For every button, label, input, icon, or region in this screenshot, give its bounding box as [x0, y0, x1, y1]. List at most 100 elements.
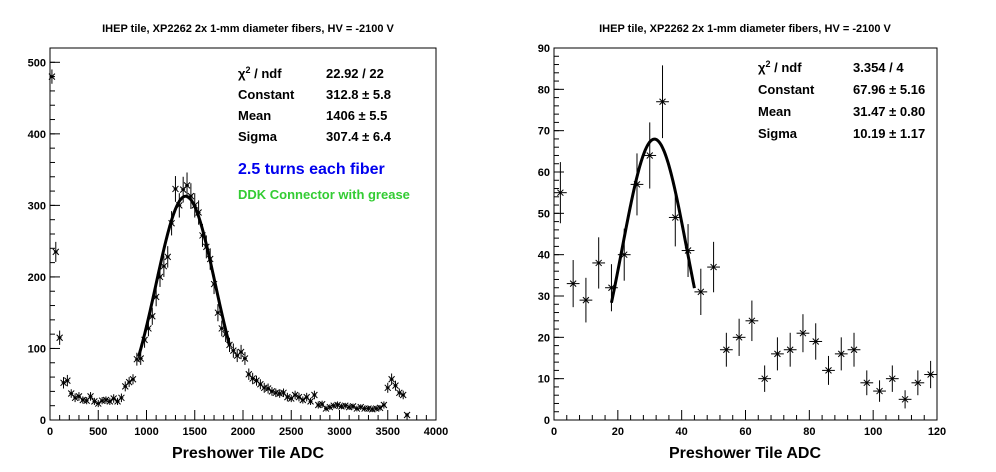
- x-tick-label: 3000: [327, 426, 351, 438]
- marker-stroke: [118, 394, 125, 402]
- stat-value: 22.92 / 22: [326, 66, 384, 81]
- marker-stroke: [380, 401, 388, 409]
- marker-stroke: [799, 329, 807, 337]
- data-point: [399, 390, 407, 400]
- marker-stroke: [249, 375, 257, 382]
- marker-stroke: [71, 394, 79, 402]
- marker-stroke: [241, 355, 249, 362]
- data-point: [707, 241, 720, 293]
- marker-stroke: [786, 346, 794, 354]
- marker-stroke: [268, 388, 276, 395]
- data-point: [924, 360, 937, 389]
- data-point: [118, 393, 125, 403]
- y-tick-label: 300: [28, 200, 46, 212]
- x-tick-label: 60: [739, 426, 751, 438]
- marker-stroke: [237, 348, 245, 356]
- x-tick-label: 1500: [183, 426, 207, 438]
- x-tick-label: 100: [864, 426, 882, 438]
- marker-stroke: [620, 251, 628, 259]
- plot-frame: [49, 47, 437, 421]
- marker-stroke: [403, 411, 411, 419]
- data-point: [732, 318, 746, 356]
- marker-stroke: [774, 350, 781, 358]
- data-point: [307, 397, 314, 405]
- marker-stroke: [106, 398, 114, 405]
- data-point: [272, 388, 280, 398]
- y-tick-label: 0: [544, 415, 550, 427]
- marker-stroke: [129, 375, 137, 383]
- data-point: [885, 365, 899, 392]
- data-point: [630, 153, 644, 216]
- marker-stroke: [110, 395, 118, 402]
- marker-stroke: [582, 296, 590, 304]
- marker-stroke: [229, 347, 237, 354]
- x-tick-label: 0: [47, 426, 53, 438]
- marker-stroke: [901, 395, 909, 403]
- data-point: [847, 332, 861, 367]
- marker-stroke: [183, 182, 191, 189]
- data-point: [834, 337, 848, 371]
- stat-value: 10.19 ± 1.17: [853, 126, 925, 141]
- data-point: [403, 411, 411, 419]
- data-point: [353, 405, 361, 412]
- data-point: [121, 381, 129, 392]
- chart-panel-1: IHEP tile, XP2262 2x 1-mm diameter fiber…: [28, 23, 449, 462]
- marker-stroke: [825, 367, 832, 374]
- data-point: [694, 268, 708, 316]
- x-tick-label: 80: [803, 426, 815, 438]
- y-tick-label: 0: [40, 415, 46, 427]
- data-point: [241, 352, 249, 365]
- stat-label: Mean: [238, 108, 271, 123]
- data-point: [554, 162, 567, 224]
- data-point: [276, 389, 284, 398]
- data-point: [809, 323, 823, 360]
- y-tick-label: 400: [28, 129, 46, 141]
- marker-stroke: [318, 400, 326, 408]
- data-point: [264, 383, 272, 394]
- y-tick-label: 60: [538, 167, 550, 179]
- stat-value: 67.96 ± 5.16: [853, 82, 925, 97]
- data-point: [187, 183, 195, 209]
- stat-label: Sigma: [758, 126, 798, 141]
- data-point: [94, 399, 102, 408]
- annotation-text: 2.5 turns each fiber: [238, 161, 385, 178]
- marker-stroke: [253, 377, 260, 385]
- data-point: [579, 277, 593, 323]
- data-point: [102, 396, 110, 404]
- data-point: [341, 402, 349, 410]
- data-point: [322, 405, 330, 412]
- marker-stroke: [94, 400, 102, 407]
- marker-stroke: [326, 403, 334, 411]
- marker-stroke: [322, 405, 330, 412]
- marker-stroke: [264, 385, 272, 392]
- marker-stroke: [334, 401, 341, 409]
- data-point: [376, 404, 384, 412]
- data-point: [388, 373, 395, 385]
- y-tick-label: 20: [538, 332, 550, 344]
- marker-stroke: [295, 393, 303, 401]
- stat-value: 3.354 / 4: [853, 60, 904, 75]
- marker-stroke: [272, 389, 280, 397]
- x-axis-label: Preshower Tile ADC: [669, 445, 821, 462]
- data-point: [129, 374, 137, 385]
- x-tick-label: 120: [928, 426, 946, 438]
- x-tick-label: 3500: [376, 426, 400, 438]
- marker-stroke: [67, 390, 75, 397]
- chart-title: IHEP tile, XP2262 2x 1-mm diameter fiber…: [599, 23, 891, 35]
- data-point: [295, 392, 303, 402]
- marker-stroke: [160, 262, 168, 270]
- data-point: [758, 365, 772, 392]
- x-tick-label: 20: [612, 426, 624, 438]
- stat-label: Constant: [238, 87, 295, 102]
- marker-stroke: [353, 405, 361, 412]
- data-point: [284, 392, 291, 402]
- data-point: [303, 392, 311, 402]
- marker-stroke: [914, 379, 922, 387]
- data-point: [56, 330, 64, 345]
- y-tick-label: 500: [28, 57, 46, 69]
- data-point: [873, 380, 886, 402]
- marker-stroke: [280, 389, 287, 397]
- data-point: [299, 396, 307, 404]
- marker-stroke: [102, 396, 110, 404]
- data-point: [656, 65, 669, 139]
